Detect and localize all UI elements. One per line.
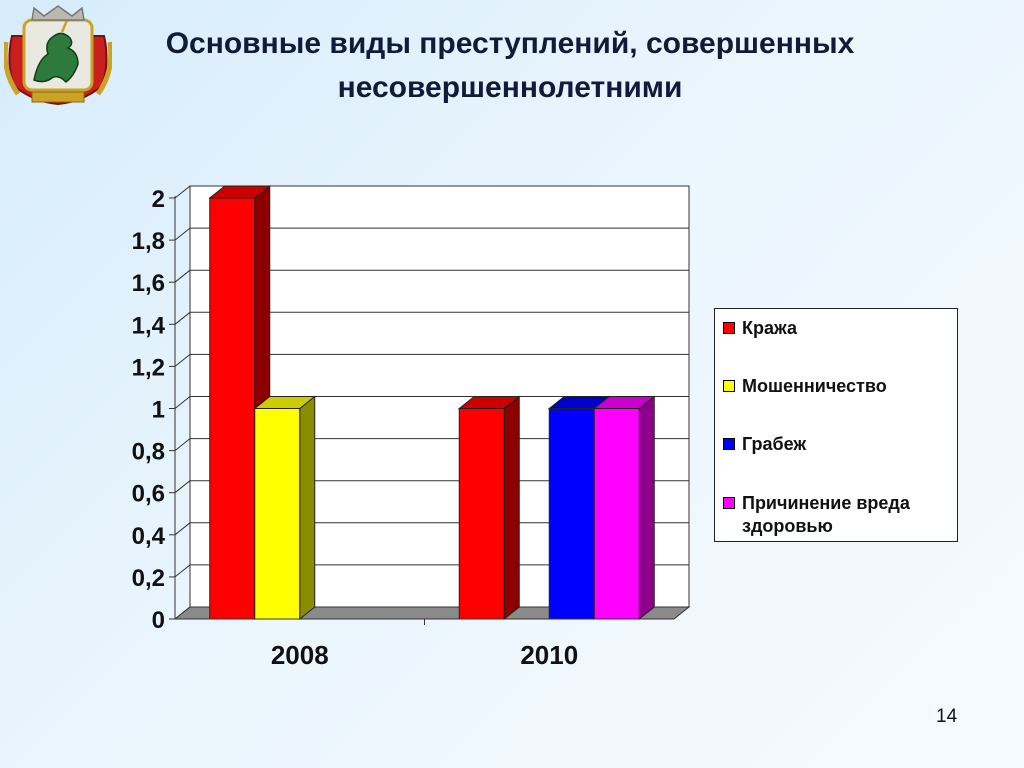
gridline-side xyxy=(174,227,191,241)
bar-side xyxy=(503,395,520,621)
y-tick-label: 0,8 xyxy=(132,439,165,466)
y-tick-label: 0,2 xyxy=(132,565,165,592)
gridline-side xyxy=(174,354,191,367)
legend-label-grabezh: Грабеж xyxy=(742,434,807,454)
bar-side xyxy=(299,395,316,621)
slide-title-line-1: Основные виды преступлений, совершенных xyxy=(165,27,855,60)
legend-swatch-moshennichestvo xyxy=(723,380,735,392)
bar-front xyxy=(254,408,301,620)
legend-item-grabezh: Грабеж xyxy=(723,433,953,456)
legend-swatch-grabezh xyxy=(723,438,735,450)
bar-2010-4 xyxy=(592,395,656,621)
gridline-side xyxy=(174,311,191,325)
bar-front xyxy=(458,408,505,620)
y-tick-label: 0,6 xyxy=(132,481,165,508)
y-tick-label: 0 xyxy=(152,607,165,634)
y-tick-label: 1,6 xyxy=(132,270,165,297)
bar-side xyxy=(638,395,655,621)
x-tick-label-2008: 2008 xyxy=(271,640,329,670)
gridline-side xyxy=(174,438,191,451)
x-tick-label-2010: 2010 xyxy=(520,640,578,670)
legend-item-moshennichestvo: Мошенничество xyxy=(723,375,953,398)
slide-title: Основные виды преступлений, совершенных … xyxy=(80,22,940,110)
y-tick-label: 1,4 xyxy=(132,312,166,339)
gridline-side xyxy=(174,522,191,536)
legend-label-prichinenie-vreda: Причинение вреда здоровью xyxy=(742,493,910,536)
gridline-side xyxy=(174,185,191,199)
legend-item-prichinenie-vreda: Причинение вреда здоровью xyxy=(723,492,953,538)
legend-item-krazha: Кража xyxy=(723,317,953,340)
y-tick-label: 1 xyxy=(152,397,165,424)
y-tick-label: 1,8 xyxy=(132,228,165,255)
gridline-side xyxy=(174,480,191,494)
bar-2010-1 xyxy=(457,395,521,621)
legend-label-moshennichestvo: Мошенничество xyxy=(742,376,887,396)
gridline-side xyxy=(174,564,191,578)
slide-title-line-2: несовершеннолетними xyxy=(337,71,683,104)
bar-front xyxy=(548,408,595,620)
coat-of-arms-icon xyxy=(4,5,112,106)
bar-front xyxy=(209,197,256,620)
gridline-side xyxy=(174,269,191,283)
legend-label-krazha: Кража xyxy=(742,318,797,338)
gridline-side xyxy=(174,396,191,409)
legend-swatch-prichinenie-vreda xyxy=(723,497,735,509)
page-number: 14 xyxy=(936,706,958,727)
y-tick-label: 2 xyxy=(152,186,165,213)
y-tick-label: 0,4 xyxy=(132,523,166,550)
y-tick-label: 1,2 xyxy=(132,354,165,381)
bar-2008-2 xyxy=(253,395,317,621)
chart-legend: Кража Мошенничество Грабеж Причинение вр… xyxy=(714,308,958,542)
bar-front xyxy=(593,408,640,620)
legend-swatch-krazha xyxy=(723,322,735,334)
